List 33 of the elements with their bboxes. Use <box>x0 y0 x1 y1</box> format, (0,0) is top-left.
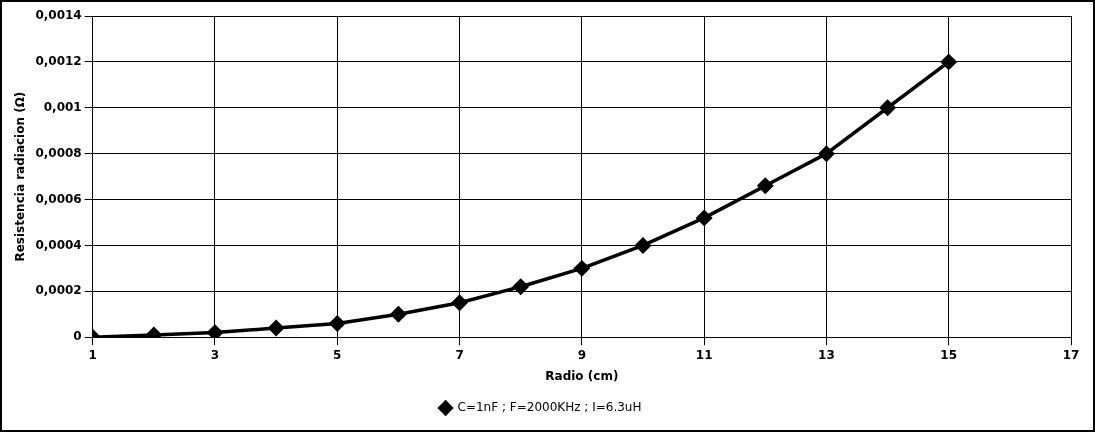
point <box>451 295 468 311</box>
point <box>696 210 712 226</box>
x-tick-label: 5 <box>333 347 342 362</box>
y-tick-label: 0 <box>73 329 82 344</box>
y-axis-title: Resistencia radiacion (Ω) <box>13 91 28 262</box>
x-tick-label: 15 <box>940 347 958 362</box>
y-tick-label: 0,001 <box>43 99 82 114</box>
x-tick-label: 3 <box>210 347 220 362</box>
y-tick-label: 0,0004 <box>35 237 82 252</box>
point <box>512 278 529 295</box>
y-tick-label: 0,0014 <box>35 8 82 23</box>
y-tick-label: 0,0006 <box>35 191 82 206</box>
y-tick-label: 0,0012 <box>35 54 82 69</box>
legend-label: C=1nF ; F=2000KHz ; I=6.3uH <box>457 400 642 415</box>
x-tick-label: 9 <box>577 347 587 362</box>
y-tick-label: 0,0002 <box>35 283 82 298</box>
x-tick-label: 13 <box>818 347 835 362</box>
y-tick-label: 0,0008 <box>35 145 82 160</box>
point <box>940 54 957 70</box>
point <box>329 315 346 332</box>
x-axis-title: Radio (cm) <box>545 368 619 383</box>
point <box>268 320 284 336</box>
x-tick-label: 1 <box>88 347 97 362</box>
point <box>818 145 835 162</box>
x-tick-label: 7 <box>455 347 464 362</box>
point <box>207 324 223 338</box>
point <box>635 237 651 254</box>
point <box>574 260 590 277</box>
x-tick-label: 17 <box>1062 347 1080 362</box>
point <box>757 178 774 194</box>
x-tick-label: 11 <box>695 347 713 362</box>
point <box>879 100 896 116</box>
point <box>390 306 407 323</box>
